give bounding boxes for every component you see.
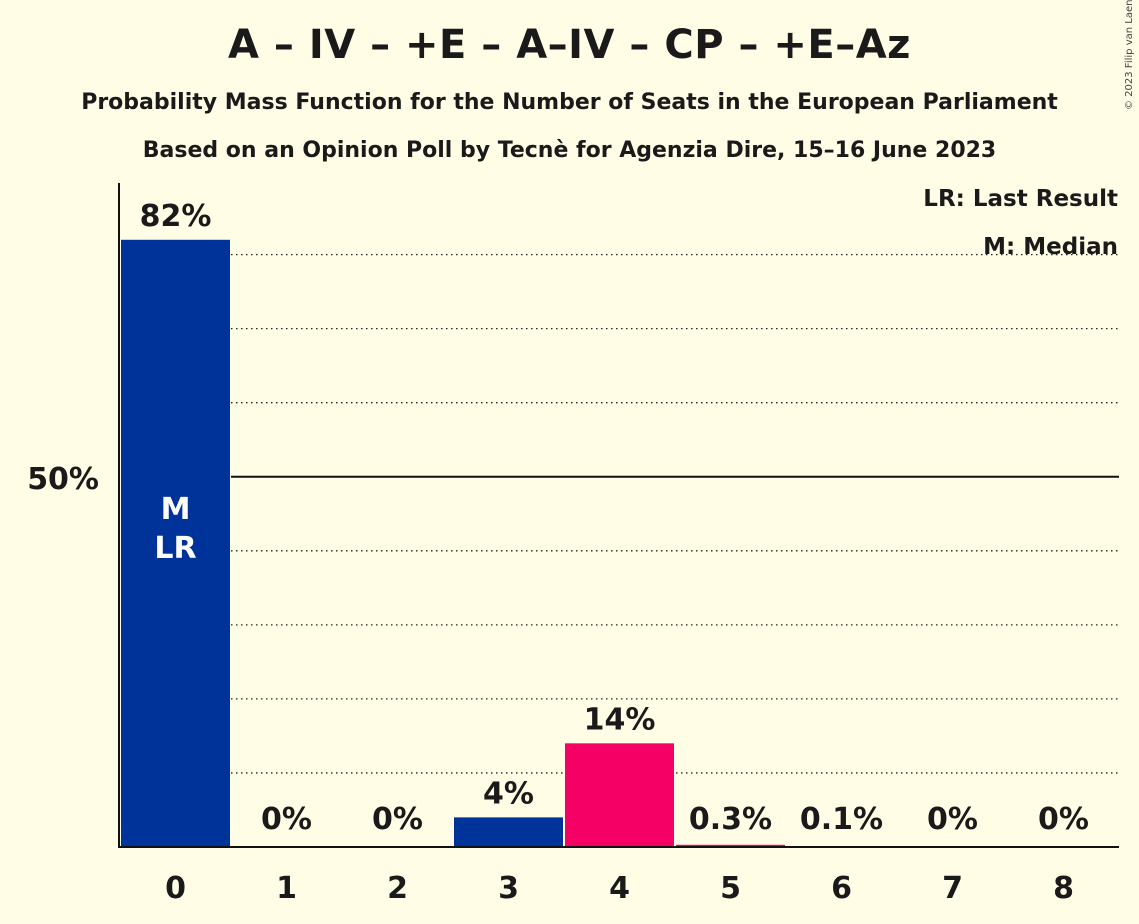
value-label: 0% <box>1038 802 1089 837</box>
x-tick-label: 6 <box>831 871 852 906</box>
x-tick-label: 8 <box>1053 871 1074 906</box>
bar-seat-3 <box>454 817 563 847</box>
legend-median: M: Median <box>983 234 1118 260</box>
x-tick-label: 5 <box>720 871 741 906</box>
x-tick-label: 1 <box>276 871 297 906</box>
value-label: 0.3% <box>689 802 772 837</box>
bar-seat-5 <box>676 844 785 847</box>
value-label: 0% <box>261 802 312 837</box>
x-tick-label: 7 <box>942 871 963 906</box>
value-label: 0% <box>372 802 423 837</box>
value-label: 0.1% <box>800 802 883 837</box>
chart-title: A – IV – +E – A–IV – CP – +E–Az <box>228 22 911 68</box>
y-tick-label: 50% <box>27 462 99 497</box>
x-tick-label: 2 <box>387 871 408 906</box>
legend-last-result: LR: Last Result <box>923 186 1118 212</box>
chart-subtitle-source: Based on an Opinion Poll by Tecnè for Ag… <box>142 138 997 163</box>
value-label: 4% <box>483 776 534 811</box>
value-label: 14% <box>584 702 656 737</box>
bar-seat-0 <box>121 239 230 848</box>
value-label: 0% <box>927 802 978 837</box>
value-label: 82% <box>140 199 212 234</box>
last-result-marker: LR <box>154 531 196 566</box>
x-tick-label: 4 <box>609 871 630 906</box>
x-tick-label: 0 <box>165 871 186 906</box>
bar-seat-4 <box>565 743 674 847</box>
median-marker: M <box>161 492 191 527</box>
x-tick-label: 3 <box>498 871 519 906</box>
chart-subtitle: Probability Mass Function for the Number… <box>81 90 1058 115</box>
